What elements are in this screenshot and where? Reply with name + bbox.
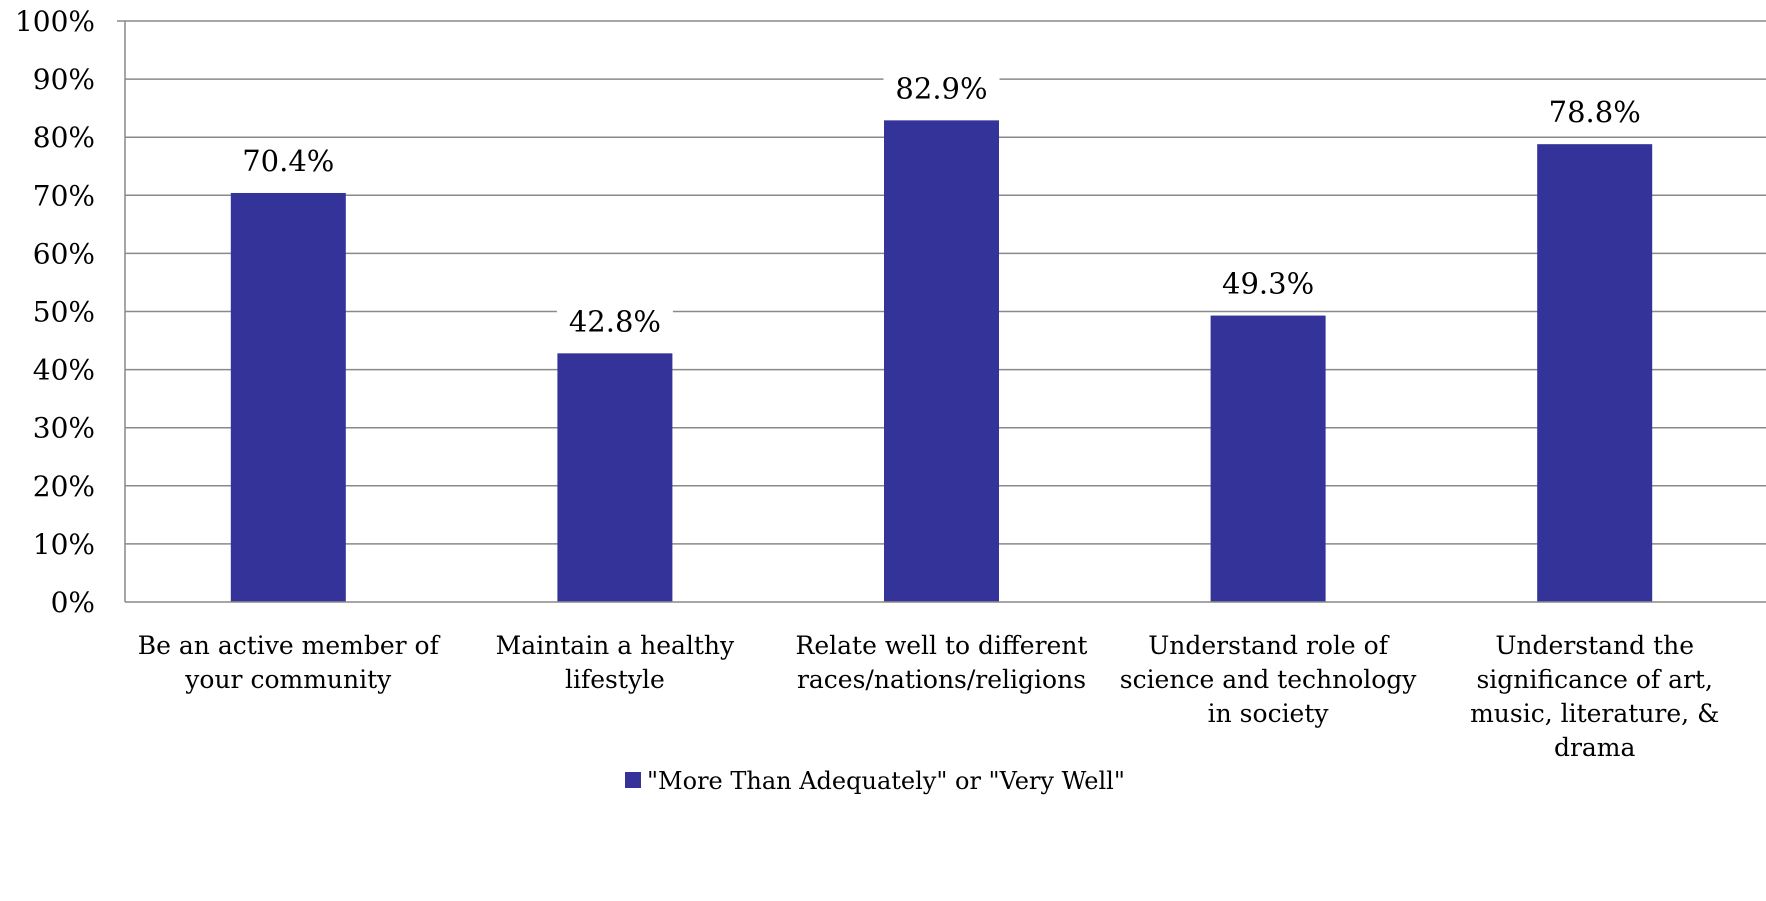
y-tick-label: 0% (51, 586, 95, 619)
y-tick-label: 30% (33, 412, 95, 445)
data-label: 70.4% (242, 144, 334, 178)
x-tick-label: Be an active member of (138, 631, 441, 660)
data-labels: 70.4% 42.8% 82.9% 49.3% 78.8% (230, 71, 1653, 343)
x-tick-label: music, literature, & (1470, 699, 1719, 728)
x-tick-label: lifestyle (565, 665, 665, 694)
y-tick-label: 90% (33, 63, 95, 96)
x-tick-label: races/nations/religions (797, 665, 1086, 694)
data-label: 82.9% (895, 71, 987, 105)
data-label-background (1210, 266, 1327, 305)
y-tick-label: 10% (33, 528, 95, 561)
data-label: 78.8% (1549, 95, 1641, 129)
bar (1537, 144, 1653, 602)
bar (884, 120, 999, 602)
bar (557, 353, 673, 602)
data-label-background (883, 71, 1000, 110)
x-tick-label: your community (184, 665, 392, 694)
y-tick-label: 40% (33, 354, 95, 387)
category-labels: Be an active member of your community Main… (138, 631, 1720, 762)
x-tick-label: Understand role of (1148, 631, 1390, 660)
data-label: 42.8% (569, 304, 661, 338)
data-label: 49.3% (1222, 267, 1314, 301)
legend-label: "More Than Adequately" or "Very Well" (647, 767, 1125, 795)
x-tick-label: Understand the (1495, 631, 1694, 660)
x-tick-label: significance of art, (1476, 665, 1712, 694)
y-tick-label: 20% (33, 470, 95, 503)
y-tick-label: 50% (33, 296, 95, 329)
bar (1210, 315, 1326, 602)
bars (230, 120, 1653, 602)
data-label-background (1536, 95, 1653, 134)
axes (117, 20, 1766, 603)
y-tick-label: 100% (15, 5, 95, 38)
data-label-background (230, 143, 347, 182)
x-tick-label: Maintain a healthy (496, 631, 735, 660)
data-label-background (556, 304, 673, 343)
y-tick-label: 70% (33, 179, 95, 212)
legend-swatch (625, 772, 641, 788)
y-tick-label: 60% (33, 237, 95, 270)
legend: "More Than Adequately" or "Very Well" (625, 767, 1125, 795)
x-tick-label: in society (1208, 699, 1330, 728)
x-tick-label: Relate well to different (796, 631, 1088, 660)
y-tick-label: 80% (33, 121, 95, 154)
bar (230, 192, 346, 602)
x-tick-label: science and technology (1120, 665, 1418, 694)
x-tick-label: drama (1554, 733, 1636, 762)
y-tick-labels: 0% 10% 20% 30% 40% 50% 60% 70% 80% 90% 100% (15, 5, 95, 619)
